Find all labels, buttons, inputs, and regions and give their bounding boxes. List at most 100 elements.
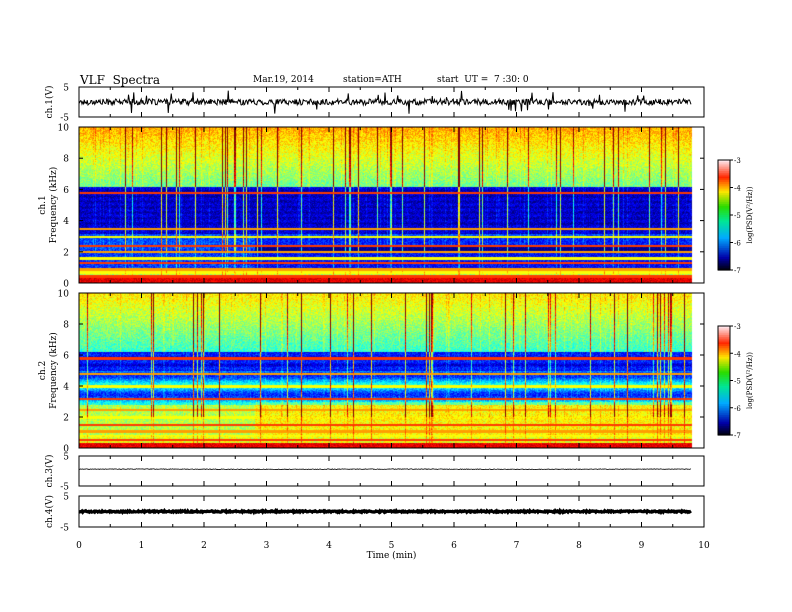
ch3-waveform-trace — [78, 468, 692, 471]
colorbar-segment — [718, 382, 730, 385]
time-tick-label: 2 — [201, 541, 207, 551]
colorbar-segment — [718, 204, 730, 207]
colorbar-segment — [718, 407, 730, 411]
colorbar-segment — [718, 380, 730, 383]
colorbar-segment — [718, 198, 730, 201]
colorbar-segment — [718, 218, 730, 222]
colorbar-segment — [718, 364, 730, 367]
colorbar-segment — [718, 385, 730, 389]
colorbar-segment — [718, 373, 730, 376]
colorbar-segment — [718, 176, 730, 179]
colorbar-segment — [718, 167, 730, 170]
y-tick-label: 6 — [63, 352, 69, 362]
colorbar-segment — [718, 182, 730, 185]
colorbar-segment — [718, 161, 730, 165]
colorbar-segment — [718, 404, 730, 407]
colorbar-segment — [718, 209, 730, 212]
ch1-spectrogram-colorbar-label: log(PSD(V²/Hz)) — [746, 186, 754, 243]
y-tick-label: -5 — [60, 524, 69, 534]
ch3-waveform-panel: 5 -5 ch.3(V) — [44, 453, 705, 493]
colorbar-segment — [718, 174, 730, 178]
ch2-spectrogram-image — [79, 293, 704, 448]
colorbar-segment — [718, 365, 730, 369]
colorbar-segment — [718, 253, 730, 256]
colorbar-segment — [718, 242, 730, 245]
colorbar-segment — [718, 429, 730, 432]
y-tick-label: 0 — [63, 280, 69, 290]
colorbar-segment — [718, 409, 730, 412]
colorbar-segment — [718, 398, 730, 402]
colorbar-segment — [718, 344, 730, 347]
time-tick-label: 7 — [514, 541, 520, 551]
colorbar-tick-label: -7 — [734, 432, 741, 440]
colorbar-segment — [718, 185, 730, 189]
colorbar-segment — [718, 165, 730, 168]
colorbar-segment — [718, 160, 730, 163]
colorbar-segment — [718, 260, 730, 264]
colorbar-segment — [718, 331, 730, 334]
y-tick-label: 2 — [63, 414, 69, 424]
colorbar-segment — [718, 235, 730, 238]
ch4-waveform-panel: 5 -5 ch.4(V) — [44, 493, 705, 534]
colorbar-segment — [718, 391, 730, 394]
colorbar-segment — [718, 425, 730, 429]
colorbar-segment — [718, 193, 730, 196]
colorbar-segment — [718, 238, 730, 242]
colorbar-tick-label: -7 — [734, 267, 741, 275]
colorbar-segment — [718, 413, 730, 416]
colorbar-segment — [718, 213, 730, 216]
colorbar-segment — [718, 396, 730, 400]
colorbar-segment — [718, 240, 730, 244]
colorbar-segment — [718, 345, 730, 349]
colorbar-segment — [718, 431, 730, 434]
y-tick-label: 5 — [63, 493, 69, 503]
colorbar-segment — [718, 191, 730, 194]
colorbar-segment — [718, 360, 730, 363]
colorbar-segment — [718, 268, 730, 271]
ch1-waveform-trace — [78, 90, 692, 114]
colorbar-segment — [718, 362, 730, 365]
ch2-spectrogram-channel-label: ch.2 — [38, 361, 48, 380]
colorbar-segment — [718, 189, 730, 192]
colorbar-segment — [718, 353, 730, 356]
colorbar-segment — [718, 226, 730, 229]
colorbar-segment — [718, 207, 730, 211]
colorbar-segment — [718, 255, 730, 258]
ch1-waveform-ylabel: ch.1(V) — [44, 86, 55, 119]
colorbar-segment — [718, 220, 730, 223]
colorbar-segment — [718, 424, 730, 427]
colorbar-segment — [718, 378, 730, 382]
y-tick-label: 5 — [63, 84, 69, 94]
time-tick-label: 8 — [576, 541, 582, 551]
station-label: station=ATH — [343, 75, 402, 85]
colorbar-segment — [718, 187, 730, 190]
colorbar-segment — [718, 347, 730, 351]
colorbar-segment — [718, 393, 730, 396]
colorbar-segment — [718, 163, 730, 167]
colorbar-segment — [718, 422, 730, 425]
colorbar-segment — [718, 264, 730, 267]
colorbar-segment — [718, 336, 730, 340]
colorbar-segment — [718, 402, 730, 405]
y-tick-label: 10 — [58, 124, 70, 134]
colorbar-segment — [718, 257, 730, 260]
ch1-waveform-panel: 5 -5 ch.1(V) — [44, 84, 705, 124]
colorbar-segment — [718, 262, 730, 266]
colorbar-segment — [718, 205, 730, 209]
y-tick-label: 10 — [58, 290, 70, 300]
colorbar-segment — [718, 338, 730, 342]
colorbar-segment — [718, 249, 730, 253]
colorbar-segment — [718, 171, 730, 174]
y-tick-label: 5 — [63, 453, 69, 463]
colorbar-segment — [718, 340, 730, 343]
ch1-spectrogram-panel: 0 2 4 6 8 10 ch.1 Frequency (kHz) -3 -4 -5 -6 -7 log(… — [38, 124, 754, 290]
colorbar-segment — [718, 376, 730, 380]
colorbar-segment — [718, 411, 730, 414]
time-axis: 0 1 2 3 4 5 6 7 8 9 10 Time (min) — [76, 541, 710, 561]
colorbar-segment — [718, 231, 730, 234]
colorbar-tick-label: -4 — [734, 185, 741, 193]
y-tick-label: 4 — [63, 383, 69, 393]
colorbar-segment — [718, 248, 730, 251]
y-tick-label: 2 — [63, 248, 69, 258]
colorbar-segment — [718, 251, 730, 255]
